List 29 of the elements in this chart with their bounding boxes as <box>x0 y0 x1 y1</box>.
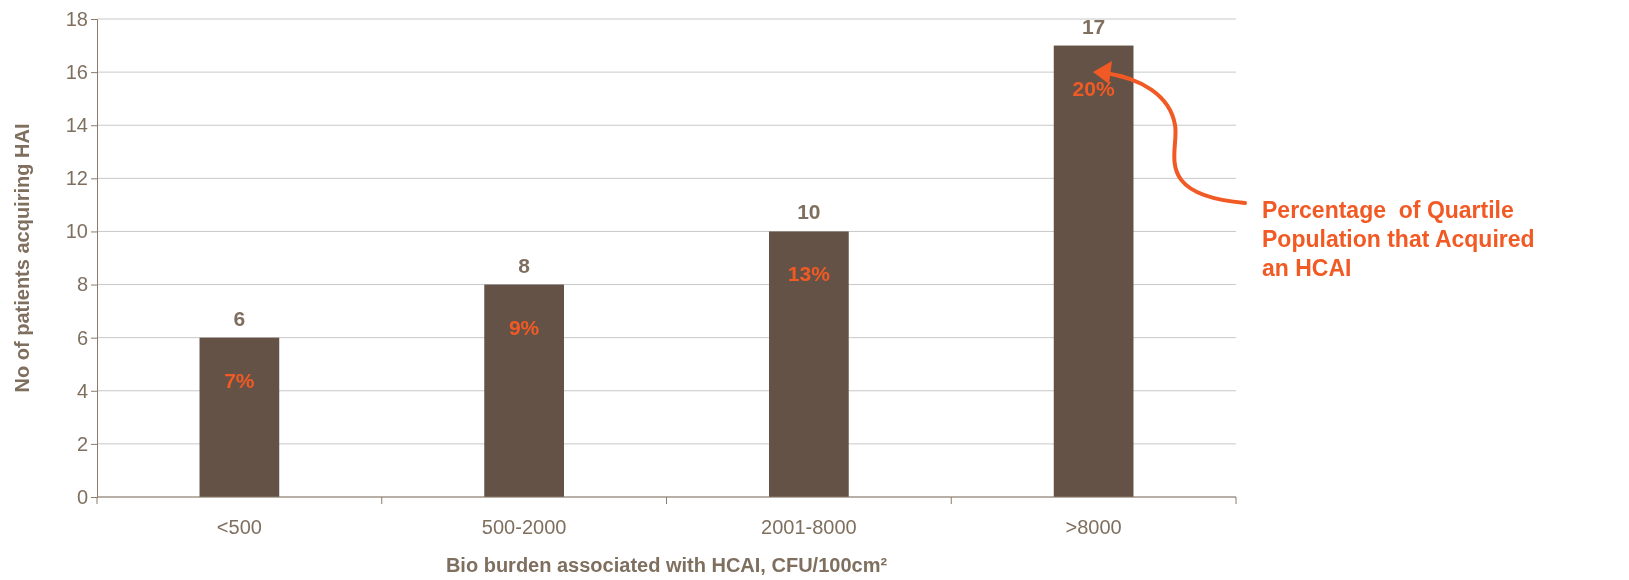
data-label: 17 <box>1081 14 1106 38</box>
bar <box>1053 45 1134 497</box>
y-tick-label: 4 <box>76 379 88 402</box>
x-tick-label: 500-2000 <box>481 516 567 538</box>
y-tick-label: 2 <box>76 432 88 455</box>
x-tick-label: <500 <box>216 516 262 538</box>
y-tick-label: 8 <box>76 273 88 296</box>
bar <box>484 284 564 497</box>
annotation: 13% <box>787 262 831 286</box>
bar <box>769 231 849 497</box>
x-tick-label: 2001-8000 <box>761 516 857 538</box>
y-tick-label: 10 <box>65 220 88 243</box>
y-tick-label: 6 <box>76 326 88 349</box>
y-tick-label: 14 <box>65 114 88 137</box>
bar <box>199 337 280 497</box>
y-tick-label: 16 <box>65 61 88 84</box>
annotation: 20% <box>1072 76 1115 100</box>
y-tick-label: 0 <box>76 485 88 508</box>
x-tick-label: >8000 <box>1065 516 1122 538</box>
y-axis-title: No of patients acquiring HAI <box>11 123 33 393</box>
y-tick-label: 18 <box>65 7 88 30</box>
annotation: 9% <box>508 315 540 339</box>
data-label: 8 <box>518 253 531 277</box>
data-label: 6 <box>233 306 246 330</box>
y-tick-label: 12 <box>65 167 88 190</box>
x-axis-title: Bio burden associated with HCAI, CFU/100cm² <box>445 554 888 576</box>
data-label: 10 <box>797 200 821 224</box>
text: Percentage of Quartile Population that Acquired an HCAI <box>1262 196 1536 283</box>
annotation: 7% <box>224 368 255 392</box>
